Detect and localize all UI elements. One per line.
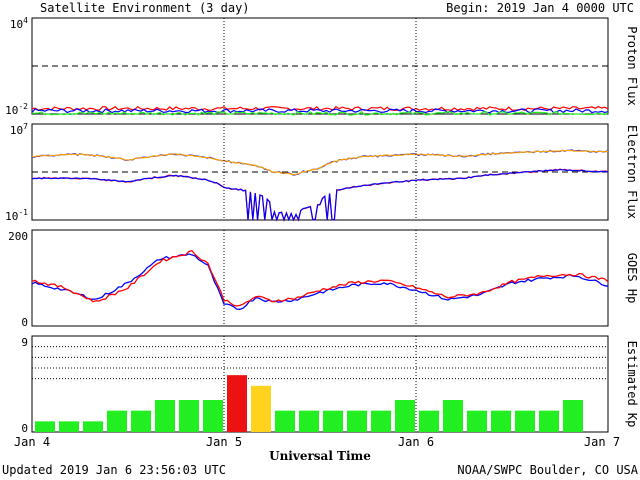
- kp-bar: [515, 410, 535, 432]
- xtick-label-jan4: Jan 4: [14, 435, 50, 449]
- kp-bar: [83, 421, 103, 432]
- x-axis-label: Universal Time: [269, 449, 371, 463]
- goes-hp-panel: 200 0 GOES Hp: [8, 229, 639, 329]
- kp-bar: [371, 410, 391, 432]
- kp-bar: [443, 400, 463, 432]
- hp-ymax-label: 200: [8, 230, 28, 243]
- electron-ymin-label: 10-1: [5, 208, 28, 223]
- updated-timestamp: Updated 2019 Jan 6 23:56:03 UTC: [2, 463, 226, 477]
- proton-series-green: [31, 110, 609, 116]
- kp-ylabel: Estimated Kp: [625, 341, 639, 428]
- electron-series-group: [31, 149, 609, 222]
- kp-bar: [251, 385, 271, 432]
- kp-bar: [563, 400, 583, 432]
- hp-series-blue: [31, 253, 609, 310]
- kp-bar: [323, 410, 343, 432]
- kp-bar: [131, 410, 151, 432]
- electron-ymax-label: 107: [10, 122, 28, 137]
- day-divider-lines: [223, 18, 417, 432]
- kp-bar: [395, 400, 415, 432]
- kp-bar: [203, 400, 223, 432]
- kp-bar: [59, 421, 79, 432]
- kp-bar: [419, 410, 439, 432]
- proton-series-blue: [31, 108, 609, 114]
- kp-bars-group: [32, 346, 608, 432]
- electron-ylabel: Electron Flux: [625, 125, 639, 219]
- proton-ymax-label: 104: [10, 16, 28, 31]
- kp-bar: [539, 410, 559, 432]
- kp-bar: [179, 400, 199, 432]
- xtick-label-jan7: Jan 7: [584, 435, 620, 449]
- proton-flux-panel: 104 10-2 Proton Flux: [5, 16, 639, 117]
- hp-frame: [31, 229, 609, 327]
- kp-bar: [299, 410, 319, 432]
- kp-bar: [35, 421, 55, 432]
- begin-label: Begin: 2019 Jan 4 0000 UTC: [446, 1, 634, 15]
- proton-ymin-label: 10-2: [5, 102, 28, 117]
- electron-series-lower: [31, 168, 609, 222]
- kp-bar: [275, 410, 295, 432]
- electron-series-upper: [31, 149, 609, 176]
- kp-frame: [31, 335, 609, 433]
- kp-panel: 9 0 Estimated Kp: [21, 335, 639, 435]
- hp-series-group: [31, 249, 609, 310]
- xtick-label-jan5: Jan 5: [206, 435, 242, 449]
- electron-flux-panel: 107 10-1 Electron Flux: [5, 122, 639, 223]
- hp-series-red: [31, 249, 609, 307]
- kp-bar: [227, 375, 247, 432]
- kp-ymax-label: 9: [21, 336, 28, 349]
- proton-frame: [31, 17, 609, 115]
- hp-ymin-label: 0: [21, 316, 28, 329]
- kp-bar: [467, 410, 487, 432]
- credit-label: NOAA/SWPC Boulder, CO USA: [457, 463, 638, 477]
- kp-bar: [347, 410, 367, 432]
- kp-ymin-label: 0: [21, 422, 28, 435]
- xtick-label-jan6: Jan 6: [398, 435, 434, 449]
- kp-bar: [491, 410, 511, 432]
- kp-bar: [155, 400, 175, 432]
- plot-title: Satellite Environment (3 day): [40, 1, 250, 15]
- proton-series-group: [31, 65, 609, 116]
- proton-ylabel: Proton Flux: [625, 26, 639, 105]
- hp-ylabel: GOES Hp: [625, 253, 639, 304]
- kp-bar: [107, 410, 127, 432]
